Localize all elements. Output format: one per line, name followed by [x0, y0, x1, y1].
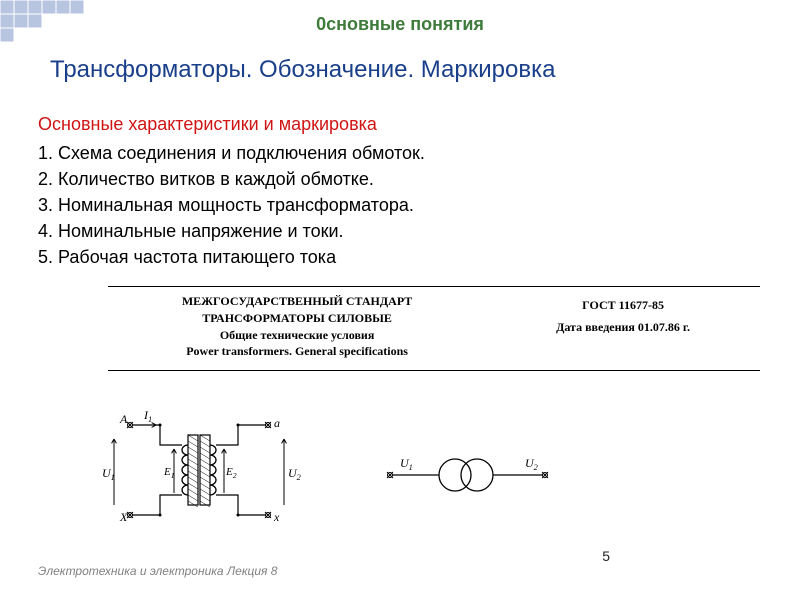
standard-left: МЕЖГОСУДАРСТВЕННЫЙ СТАНДАРТ ТРАНСФОРМАТО…: [108, 293, 486, 360]
page-number: 5: [602, 548, 610, 564]
std-line: ТРАНСФОРМАТОРЫ СИЛОВЫЕ: [108, 310, 486, 327]
list-item: 1. Схема соединения и подключения обмото…: [38, 140, 425, 166]
svg-text:U1: U1: [400, 456, 413, 472]
footer-text: Электротехника и электроника Лекция 8: [38, 564, 277, 578]
std-line: Общие технические условия: [108, 327, 486, 344]
svg-text:U2: U2: [288, 466, 301, 482]
standard-right: ГОСТ 11677-85 Дата введения 01.07.86 г.: [486, 293, 760, 360]
page-title: Трансформаторы. Обозначение. Маркировка: [50, 56, 555, 84]
svg-text:E2: E2: [225, 466, 237, 480]
svg-text:A: A: [119, 412, 128, 426]
list-item: 5. Рабочая частота питающего тока: [38, 244, 425, 270]
list-item: 4. Номинальные напряжение и токи.: [38, 218, 425, 244]
standard-block: МЕЖГОСУДАРСТВЕННЫЙ СТАНДАРТ ТРАНСФОРМАТО…: [108, 286, 760, 371]
list-item: 2. Количество витков в каждой обмотке.: [38, 166, 425, 192]
transformer-diagrams: Aa Xx I1 U1 U2 E1 E2 U1 U2: [100, 405, 620, 545]
svg-text:x: x: [273, 510, 280, 524]
list-item: 3. Номинальная мощность трансформатора.: [38, 192, 425, 218]
header-label: 0сновные понятия: [0, 14, 800, 35]
section-heading: Основные характеристики и маркировка: [38, 114, 377, 135]
std-line: ГОСТ 11677-85: [486, 295, 760, 317]
svg-text:a: a: [274, 416, 280, 430]
svg-text:U1: U1: [102, 466, 115, 482]
svg-text:U2: U2: [525, 456, 538, 472]
characteristics-list: 1. Схема соединения и подключения обмото…: [38, 140, 425, 270]
std-line: МЕЖГОСУДАРСТВЕННЫЙ СТАНДАРТ: [108, 293, 486, 310]
std-line: Power transformers. General specificatio…: [108, 343, 486, 360]
std-line: Дата введения 01.07.86 г.: [486, 317, 760, 339]
svg-text:E1: E1: [163, 466, 175, 480]
svg-text:X: X: [119, 510, 128, 524]
svg-text:I1: I1: [143, 408, 152, 424]
